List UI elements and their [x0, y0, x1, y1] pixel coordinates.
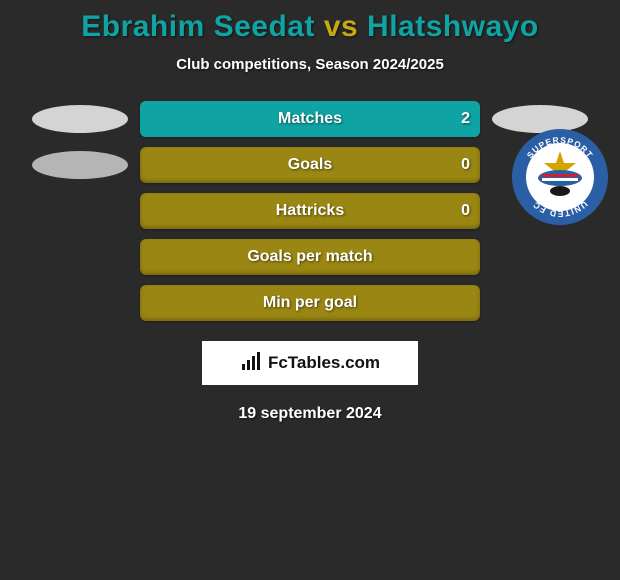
title-player1: Ebrahim Seedat	[81, 10, 315, 43]
bar-value-right-0: 2	[461, 110, 470, 128]
bar-label-3: Goals per match	[247, 248, 372, 266]
footer-date: 19 september 2024	[0, 405, 620, 423]
bar-gpm: Goals per match	[140, 239, 480, 275]
bar-label-2: Hattricks	[276, 202, 344, 220]
bar-label-1: Goals	[288, 156, 332, 174]
side-left-1	[20, 151, 140, 179]
title-vs: vs	[324, 10, 358, 43]
bar-goals: Goals 0	[140, 147, 480, 183]
title-player2: Hlatshwayo	[367, 10, 539, 43]
infographic-container: Ebrahim Seedat vs Hlatshwayo Club compet…	[0, 0, 620, 423]
stat-row-gpm: Goals per match	[0, 239, 620, 275]
bar-value-right-2: 0	[461, 202, 470, 220]
bar-mpg: Min per goal	[140, 285, 480, 321]
side-left-0	[20, 105, 140, 133]
player1-ellipse-icon	[32, 105, 128, 133]
bar-label-0: Matches	[278, 110, 342, 128]
footer-brand-box: FcTables.com	[202, 341, 418, 385]
bar-hattricks: Hattricks 0	[140, 193, 480, 229]
stat-row-goals: Goals 0 SUPERSPORT UNITED FC	[0, 147, 620, 183]
fctables-logo-icon	[240, 350, 262, 377]
bar-label-4: Min per goal	[263, 294, 357, 312]
stat-row-mpg: Min per goal	[0, 285, 620, 321]
footer-brand-text: FcTables.com	[268, 353, 380, 373]
bar-value-right-1: 0	[461, 156, 470, 174]
page-title: Ebrahim Seedat vs Hlatshwayo	[0, 10, 620, 44]
player1-ellipse2-icon	[32, 151, 128, 179]
bar-matches: Matches 2	[140, 101, 480, 137]
stat-row-hattricks: Hattricks 0	[0, 193, 620, 229]
subtitle: Club competitions, Season 2024/2025	[0, 56, 620, 73]
